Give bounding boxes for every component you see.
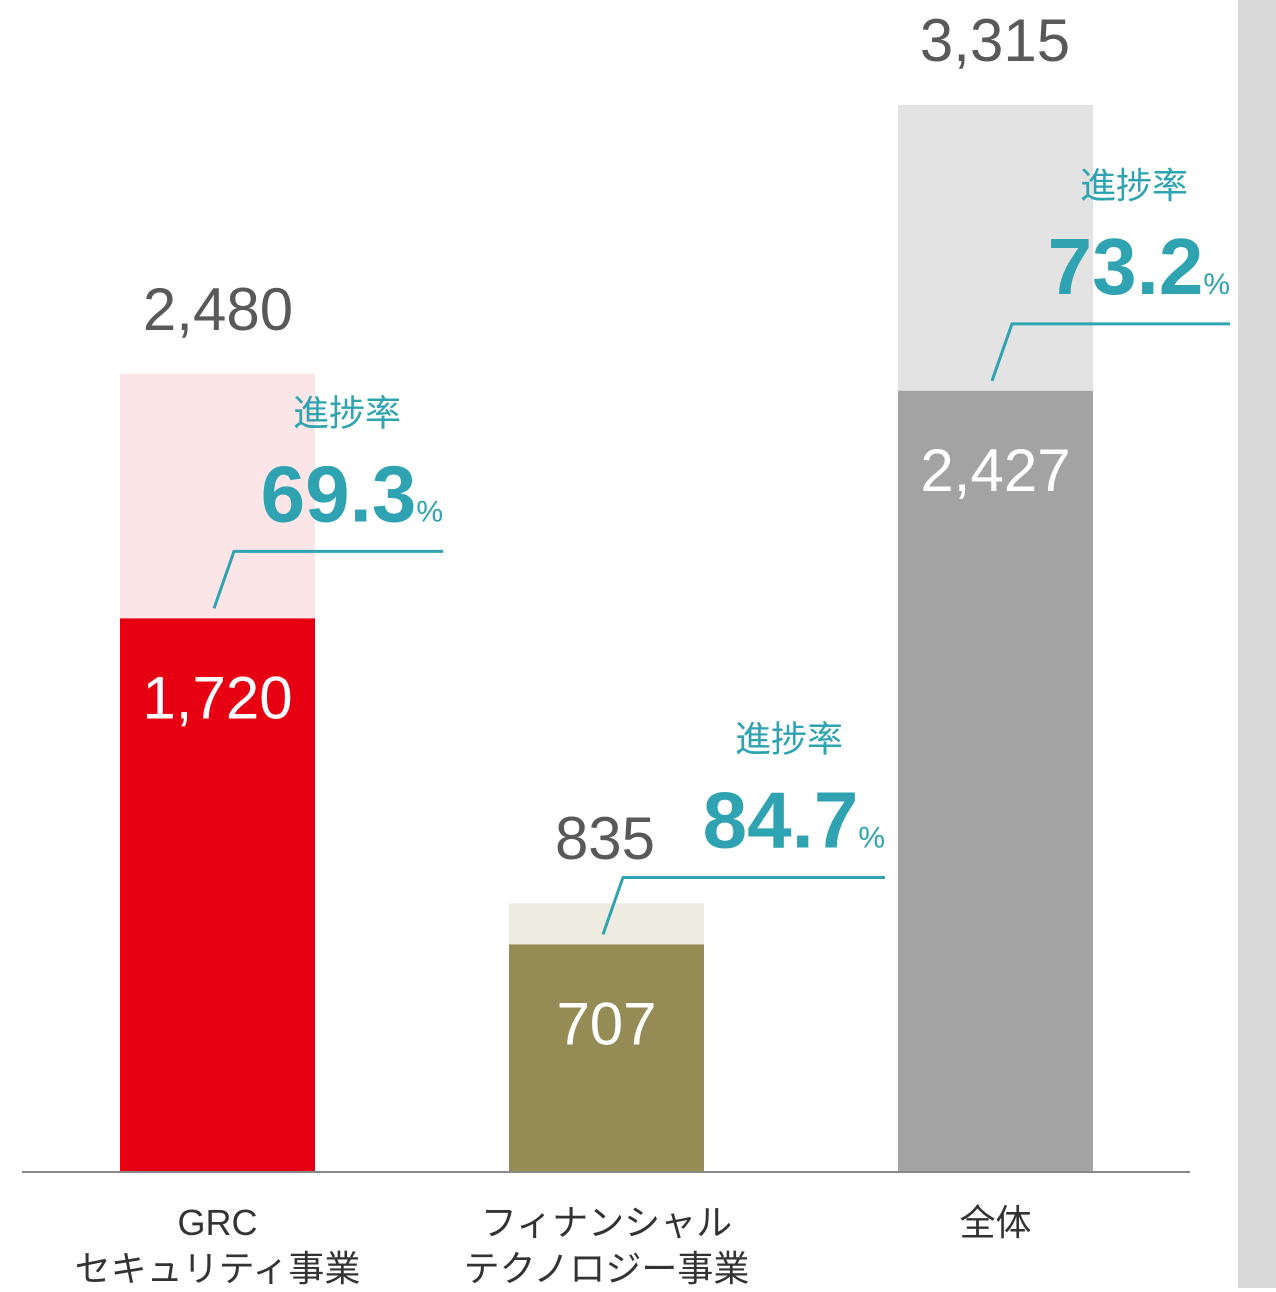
target-label: 2,480 bbox=[143, 276, 293, 343]
x-tick-label: GRC セキュリティ事業 bbox=[74, 1202, 361, 1289]
leader-line bbox=[601, 875, 885, 935]
actual-label: 1,720 bbox=[142, 664, 292, 731]
rate-title: 進捗率 bbox=[735, 718, 843, 759]
rate-value: 73.2 bbox=[1048, 222, 1204, 311]
rate: 73.2% bbox=[1048, 222, 1230, 311]
rate-unit: % bbox=[416, 495, 443, 528]
rate-unit: % bbox=[1203, 268, 1230, 301]
actual-bar bbox=[509, 944, 704, 1172]
actual-label: 2,427 bbox=[920, 437, 1070, 504]
rate: 69.3% bbox=[261, 449, 443, 538]
target-label: 3,315 bbox=[920, 7, 1070, 74]
rate-title: 進捗率 bbox=[1080, 165, 1188, 206]
rate-title: 進捗率 bbox=[293, 392, 401, 433]
x-tick-label: 全体 bbox=[959, 1202, 1032, 1243]
leader-line bbox=[212, 549, 443, 609]
actual-label: 707 bbox=[556, 990, 656, 1057]
rate: 84.7% bbox=[703, 775, 885, 864]
side-strip bbox=[1238, 0, 1276, 1288]
rate-value: 84.7 bbox=[703, 775, 859, 864]
target-label: 835 bbox=[555, 805, 655, 872]
leader-line bbox=[990, 322, 1230, 382]
actual-bar bbox=[120, 618, 315, 1172]
rate-value: 69.3 bbox=[261, 449, 417, 538]
x-tick-label: フィナンシャル テクノロジー事業 bbox=[463, 1202, 750, 1289]
rate-unit: % bbox=[858, 821, 885, 854]
actual-bar bbox=[898, 390, 1093, 1172]
